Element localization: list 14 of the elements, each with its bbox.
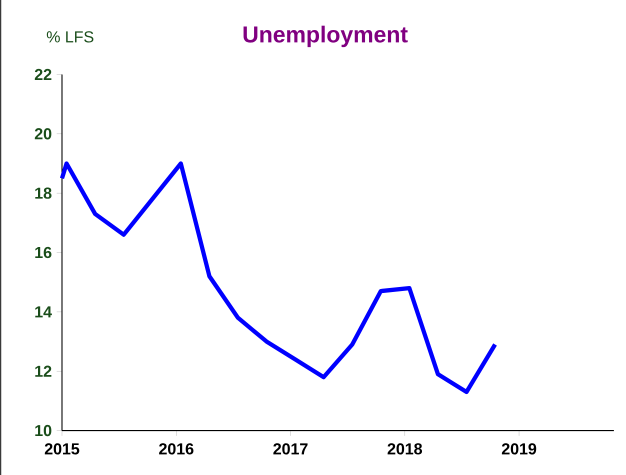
y-tick-label: 22	[34, 68, 52, 80]
chart-title: Unemployment	[244, 26, 408, 48]
x-tick-label: 2015	[44, 443, 80, 454]
x-tick-label: 2017	[273, 443, 308, 454]
y-tick-label: 14	[35, 306, 52, 318]
y-tick-label: 18	[35, 187, 52, 199]
y-tick-label: 20	[34, 128, 52, 140]
x-tick-label: 2016	[159, 443, 194, 454]
x-tick-label: 2019	[502, 443, 536, 454]
y-tick-label: 12	[35, 366, 52, 377]
y-axis-title: % LFS	[46, 31, 94, 42]
y-tick-label: 10	[35, 424, 52, 436]
x-tick-label: 2018	[388, 443, 422, 454]
y-tick-label: 16	[35, 246, 52, 258]
